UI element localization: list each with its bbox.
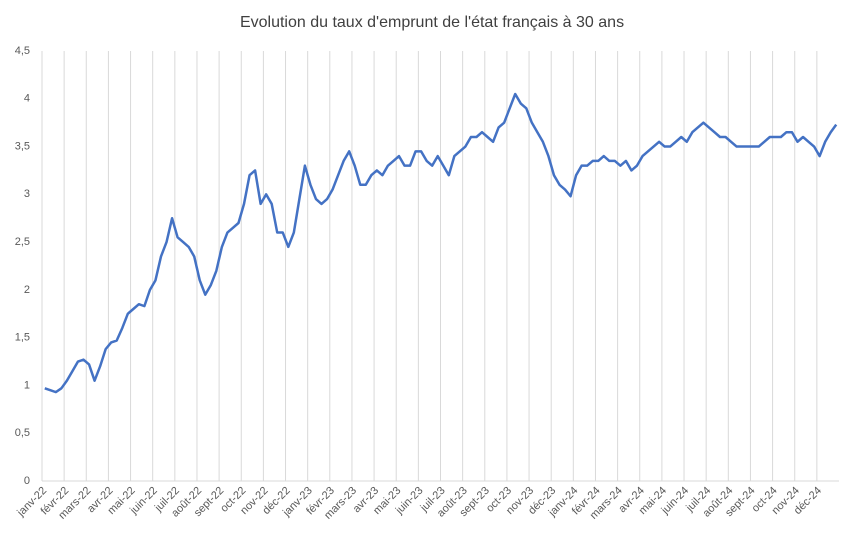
y-tick-label: 4,5: [15, 45, 30, 57]
line-series: [44, 92, 838, 394]
y-tick-label: 1,5: [15, 332, 30, 344]
y-tick-label: 0,5: [15, 427, 30, 439]
y-tick-label: 3,5: [15, 140, 30, 152]
chart-title: Evolution du taux d'emprunt de l'état fr…: [240, 14, 624, 31]
y-tick-label: 0: [24, 475, 30, 487]
y-tick-label: 2: [24, 284, 30, 296]
y-tick-label: 1: [24, 379, 30, 391]
y-tick-label: 3: [24, 188, 30, 200]
y-tick-label: 4: [24, 93, 30, 105]
y-tick-label: 2,5: [15, 236, 30, 248]
